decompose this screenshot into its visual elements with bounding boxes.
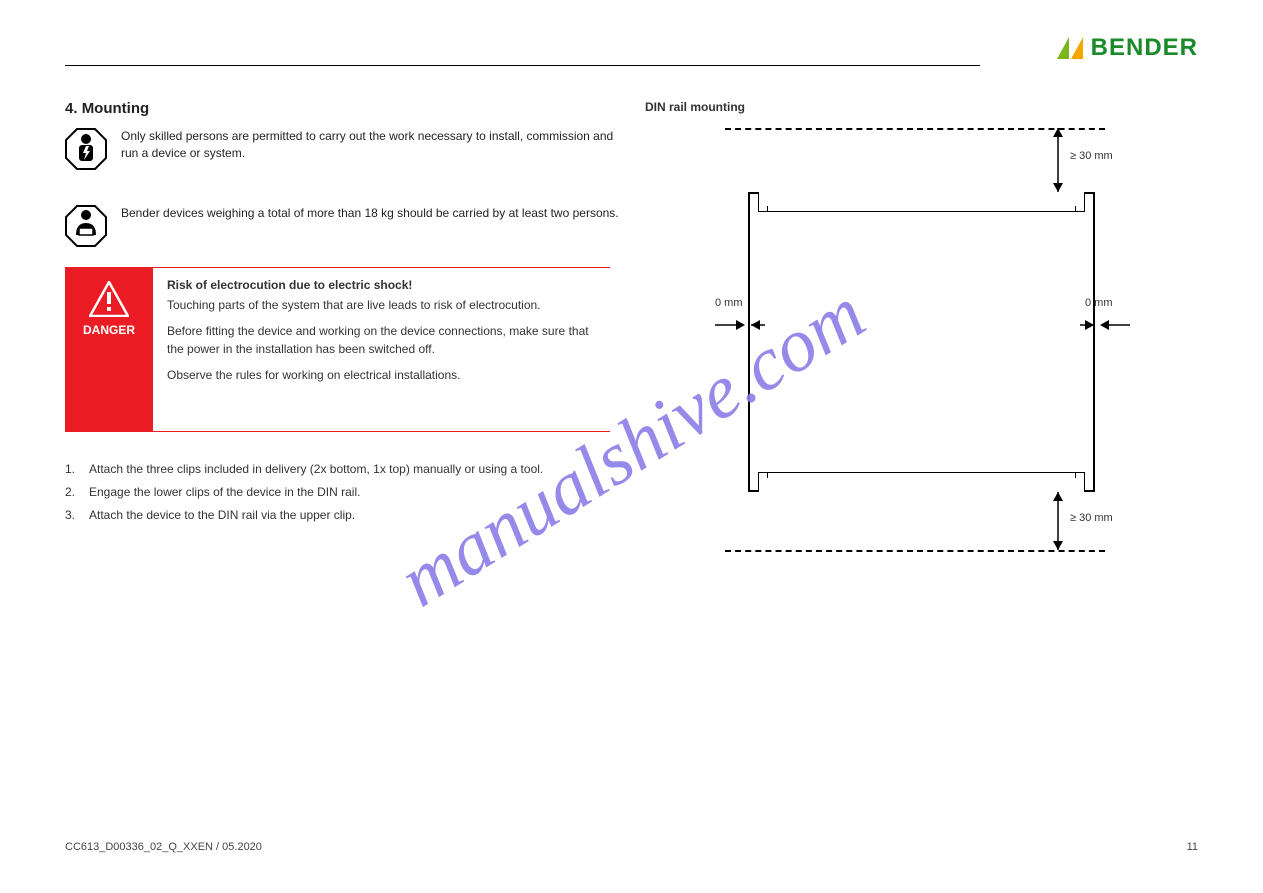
section-title: 4. Mounting bbox=[65, 100, 149, 117]
step-1: Attach the three clips included in deliv… bbox=[89, 460, 543, 479]
clearance-diagram: ≥ 30 mm ≥ 30 mm 0 mm 0 mm bbox=[645, 122, 1115, 592]
terminal-bottom bbox=[758, 472, 1085, 492]
note-electrician-text: Only skilled persons are permitted to ca… bbox=[121, 128, 625, 162]
gap-bottom-label: ≥ 30 mm bbox=[1070, 512, 1113, 524]
warning-triangle-icon bbox=[89, 281, 129, 317]
terminal-top bbox=[758, 192, 1085, 212]
note-carry-text: Bender devices weighing a total of more … bbox=[121, 205, 619, 222]
footer-docid: CC613_D00336_02_Q_XXEN / 05.2020 bbox=[65, 841, 262, 853]
page-footer: CC613_D00336_02_Q_XXEN / 05.2020 11 bbox=[65, 841, 1198, 853]
list-item: 1.Attach the three clips included in del… bbox=[65, 460, 610, 479]
footer-page-number: 11 bbox=[1187, 841, 1198, 853]
note-electrician: Only skilled persons are permitted to ca… bbox=[65, 128, 625, 170]
gap-top-label: ≥ 30 mm bbox=[1070, 150, 1113, 162]
danger-title: Risk of electrocution due to electric sh… bbox=[167, 278, 604, 292]
logo-text: BENDER bbox=[1091, 36, 1198, 60]
list-item: 3.Attach the device to the DIN rail via … bbox=[65, 506, 610, 525]
list-item: 2.Engage the lower clips of the device i… bbox=[65, 483, 610, 502]
section-number: 4. bbox=[65, 100, 78, 117]
logo-mark-icon bbox=[1055, 35, 1085, 61]
gap-arrow-bottom-icon bbox=[1050, 492, 1066, 550]
header-rule bbox=[65, 65, 980, 66]
gap-arrow-right-icon bbox=[1080, 317, 1130, 333]
danger-flag: DANGER bbox=[65, 267, 153, 432]
danger-line-2: Before fitting the device and working on… bbox=[167, 322, 604, 358]
mounting-steps: 1.Attach the three clips included in del… bbox=[65, 460, 610, 530]
guide-top bbox=[725, 128, 1105, 130]
electrician-required-icon bbox=[65, 128, 107, 170]
guide-bottom bbox=[725, 550, 1105, 552]
danger-line-3: Observe the rules for working on electri… bbox=[167, 366, 604, 384]
danger-line-1: Touching parts of the system that are li… bbox=[167, 296, 604, 314]
danger-body: Risk of electrocution due to electric sh… bbox=[153, 267, 610, 432]
step-3: Attach the device to the DIN rail via th… bbox=[89, 506, 355, 525]
danger-label: DANGER bbox=[83, 323, 135, 337]
gap-right-label: 0 mm bbox=[1085, 297, 1113, 309]
gap-arrow-top-icon bbox=[1050, 128, 1066, 192]
note-carry: Bender devices weighing a total of more … bbox=[65, 205, 625, 247]
diagram-heading: DIN rail mounting bbox=[645, 100, 745, 114]
carry-two-persons-icon bbox=[65, 205, 107, 247]
gap-left-label: 0 mm bbox=[715, 297, 743, 309]
section-name: Mounting bbox=[82, 100, 149, 117]
device-outline bbox=[748, 192, 1095, 492]
danger-box: DANGER Risk of electrocution due to elec… bbox=[65, 267, 610, 432]
gap-arrow-left-icon bbox=[715, 317, 765, 333]
brand-logo: BENDER bbox=[1055, 35, 1198, 61]
step-2: Engage the lower clips of the device in … bbox=[89, 483, 360, 502]
